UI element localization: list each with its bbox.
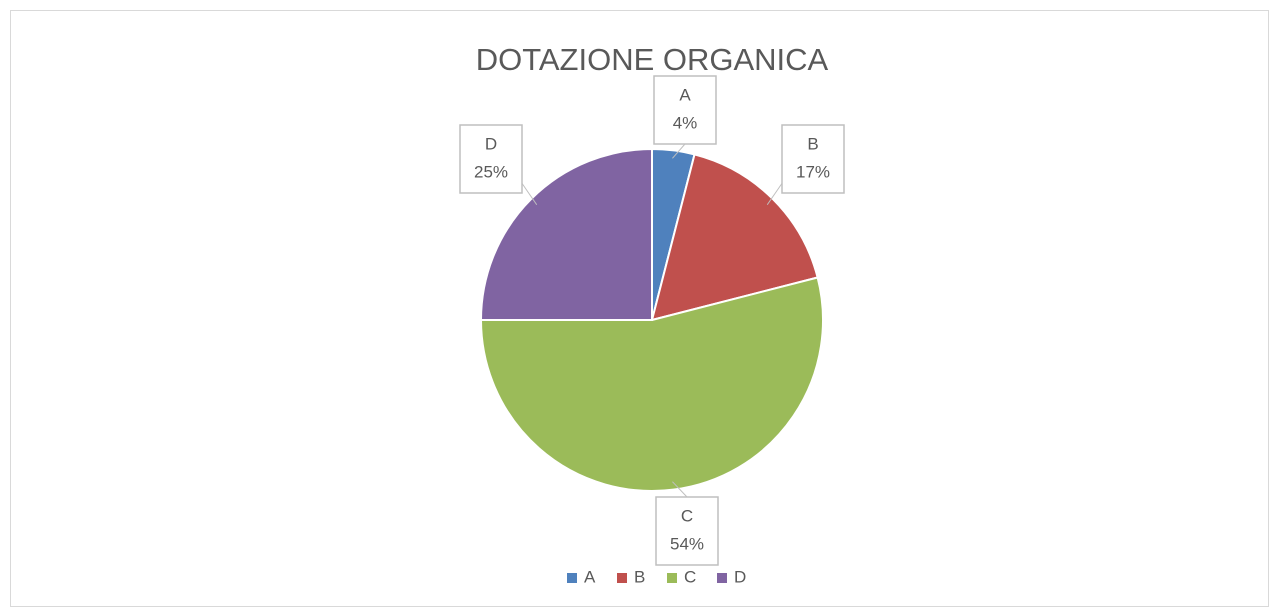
legend-swatch	[617, 573, 627, 583]
label-category: D	[485, 134, 497, 153]
label-category: B	[807, 134, 818, 153]
label-box	[655, 496, 719, 566]
label-value: 25%	[474, 162, 508, 181]
label-value: 4%	[673, 113, 698, 132]
label-box	[653, 75, 717, 145]
label-value: 17%	[796, 162, 830, 181]
label-category: A	[679, 85, 691, 104]
label-value: 54%	[670, 534, 704, 553]
leader-line	[672, 143, 686, 159]
legend-swatch	[717, 573, 727, 583]
label-box	[459, 124, 523, 194]
pie-slice	[650, 153, 819, 322]
legend-swatch	[667, 573, 677, 583]
pie-slice	[479, 147, 653, 321]
chart-title: DOTAZIONE ORGANICA	[476, 42, 829, 77]
pie-slice	[479, 276, 824, 492]
label-category: C	[681, 506, 693, 525]
legend-label: C	[684, 567, 696, 586]
label-box	[781, 124, 845, 194]
legend-label: B	[634, 567, 645, 586]
legend-swatch	[567, 573, 577, 583]
legend-label: D	[734, 567, 746, 586]
leader-line	[672, 481, 688, 498]
legend-label: A	[584, 567, 596, 586]
